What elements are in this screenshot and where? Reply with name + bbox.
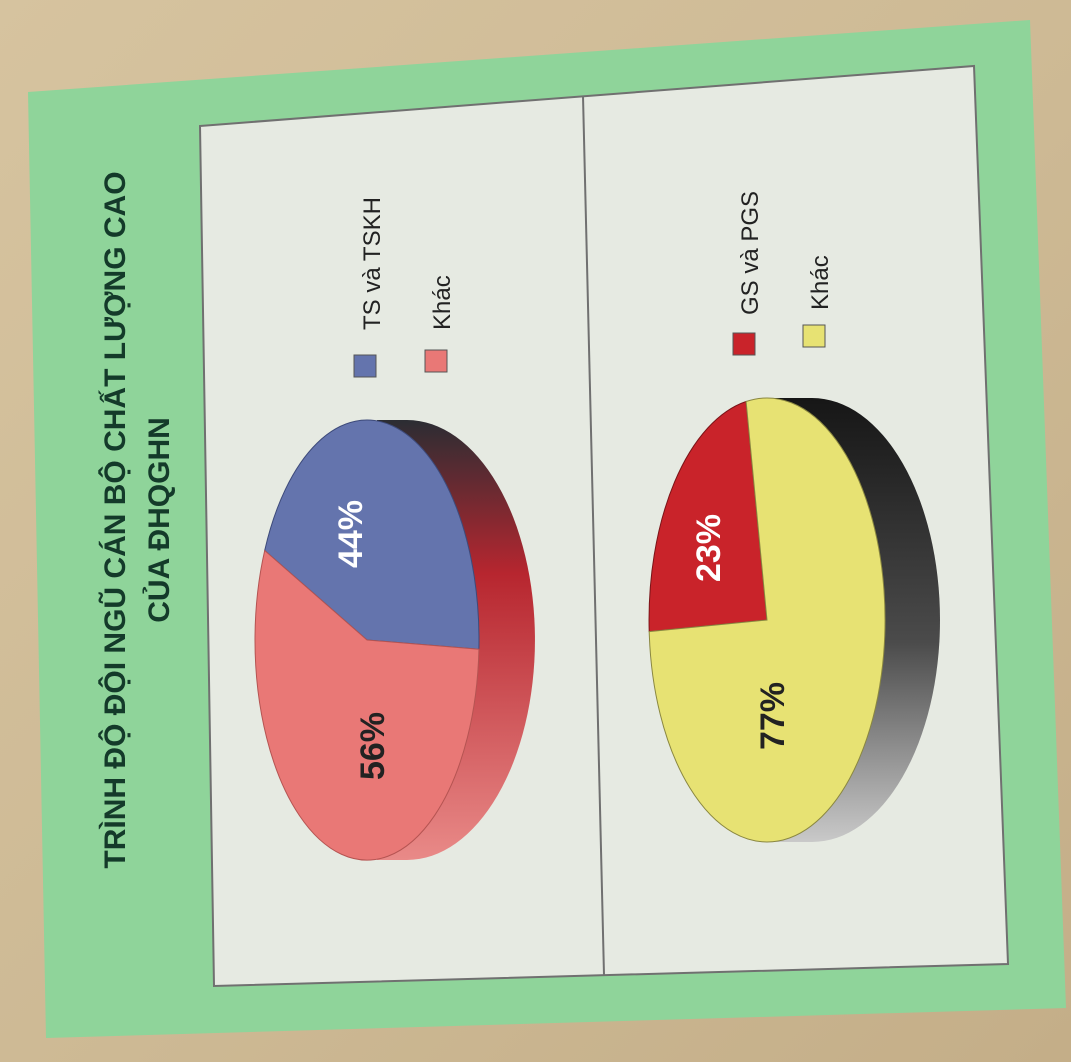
pie2-label-khac: 77% [754,682,792,750]
pie2-legend-swatch-khac [802,324,826,348]
pie1-slice-ts-tskh [264,419,480,650]
pie2-slice-gs-pgs [648,400,768,633]
pie2-label-gs-pgs: 23% [690,514,728,582]
pie2-legend: GS và PGS Khác [732,191,834,356]
pie1-legend-khac: Khác [429,275,456,330]
pie2-legend-khac: Khác [807,255,834,310]
pie1-legend-swatch-khac [424,349,448,373]
pie1-legend: TS và TSKH Khác [353,197,456,378]
pie1-legend-ts-tskh: TS và TSKH [359,197,386,330]
pie1-label-ts-tskh: 44% [332,500,370,568]
pie2-legend-swatch-gs-pgs [732,332,756,356]
pie2-slice-khac [648,397,886,843]
pie1-legend-swatch-ts-tskh [353,354,377,378]
pie1-slice-khac [254,549,480,861]
pie1-label-khac: 56% [354,712,392,780]
chart-title: TRÌNH ĐỘ ĐỘI NGŨ CÁN BỘ CHẤT LƯỢNG CAO C… [98,171,176,868]
panel-divider [582,95,605,976]
pie-chart-1: 44% 56% TS và TSKH Khác [254,197,535,861]
title-line-2: CỦA ĐHQGHN [142,417,176,623]
pie2-legend-gs-pgs: GS và PGS [737,191,764,315]
title-line-1: TRÌNH ĐỘ ĐỘI NGŨ CÁN BỘ CHẤT LƯỢNG CAO [98,171,132,868]
pie-chart-2: 23% 77% GS và PGS Khác [648,191,940,843]
